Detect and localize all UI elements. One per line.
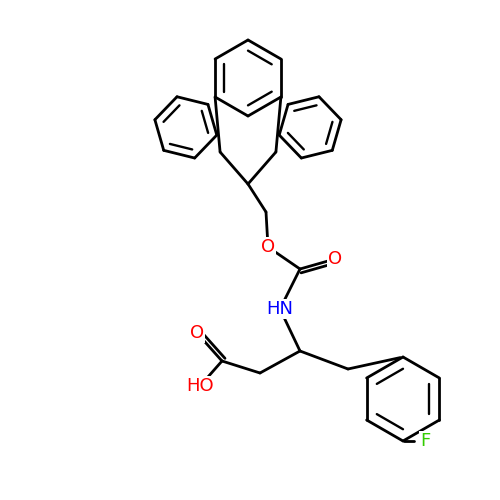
Text: O: O — [261, 238, 275, 256]
Text: O: O — [328, 250, 342, 268]
Text: HN: HN — [266, 300, 293, 318]
Text: HO: HO — [186, 377, 214, 395]
Text: O: O — [190, 324, 204, 342]
Text: F: F — [420, 432, 430, 450]
